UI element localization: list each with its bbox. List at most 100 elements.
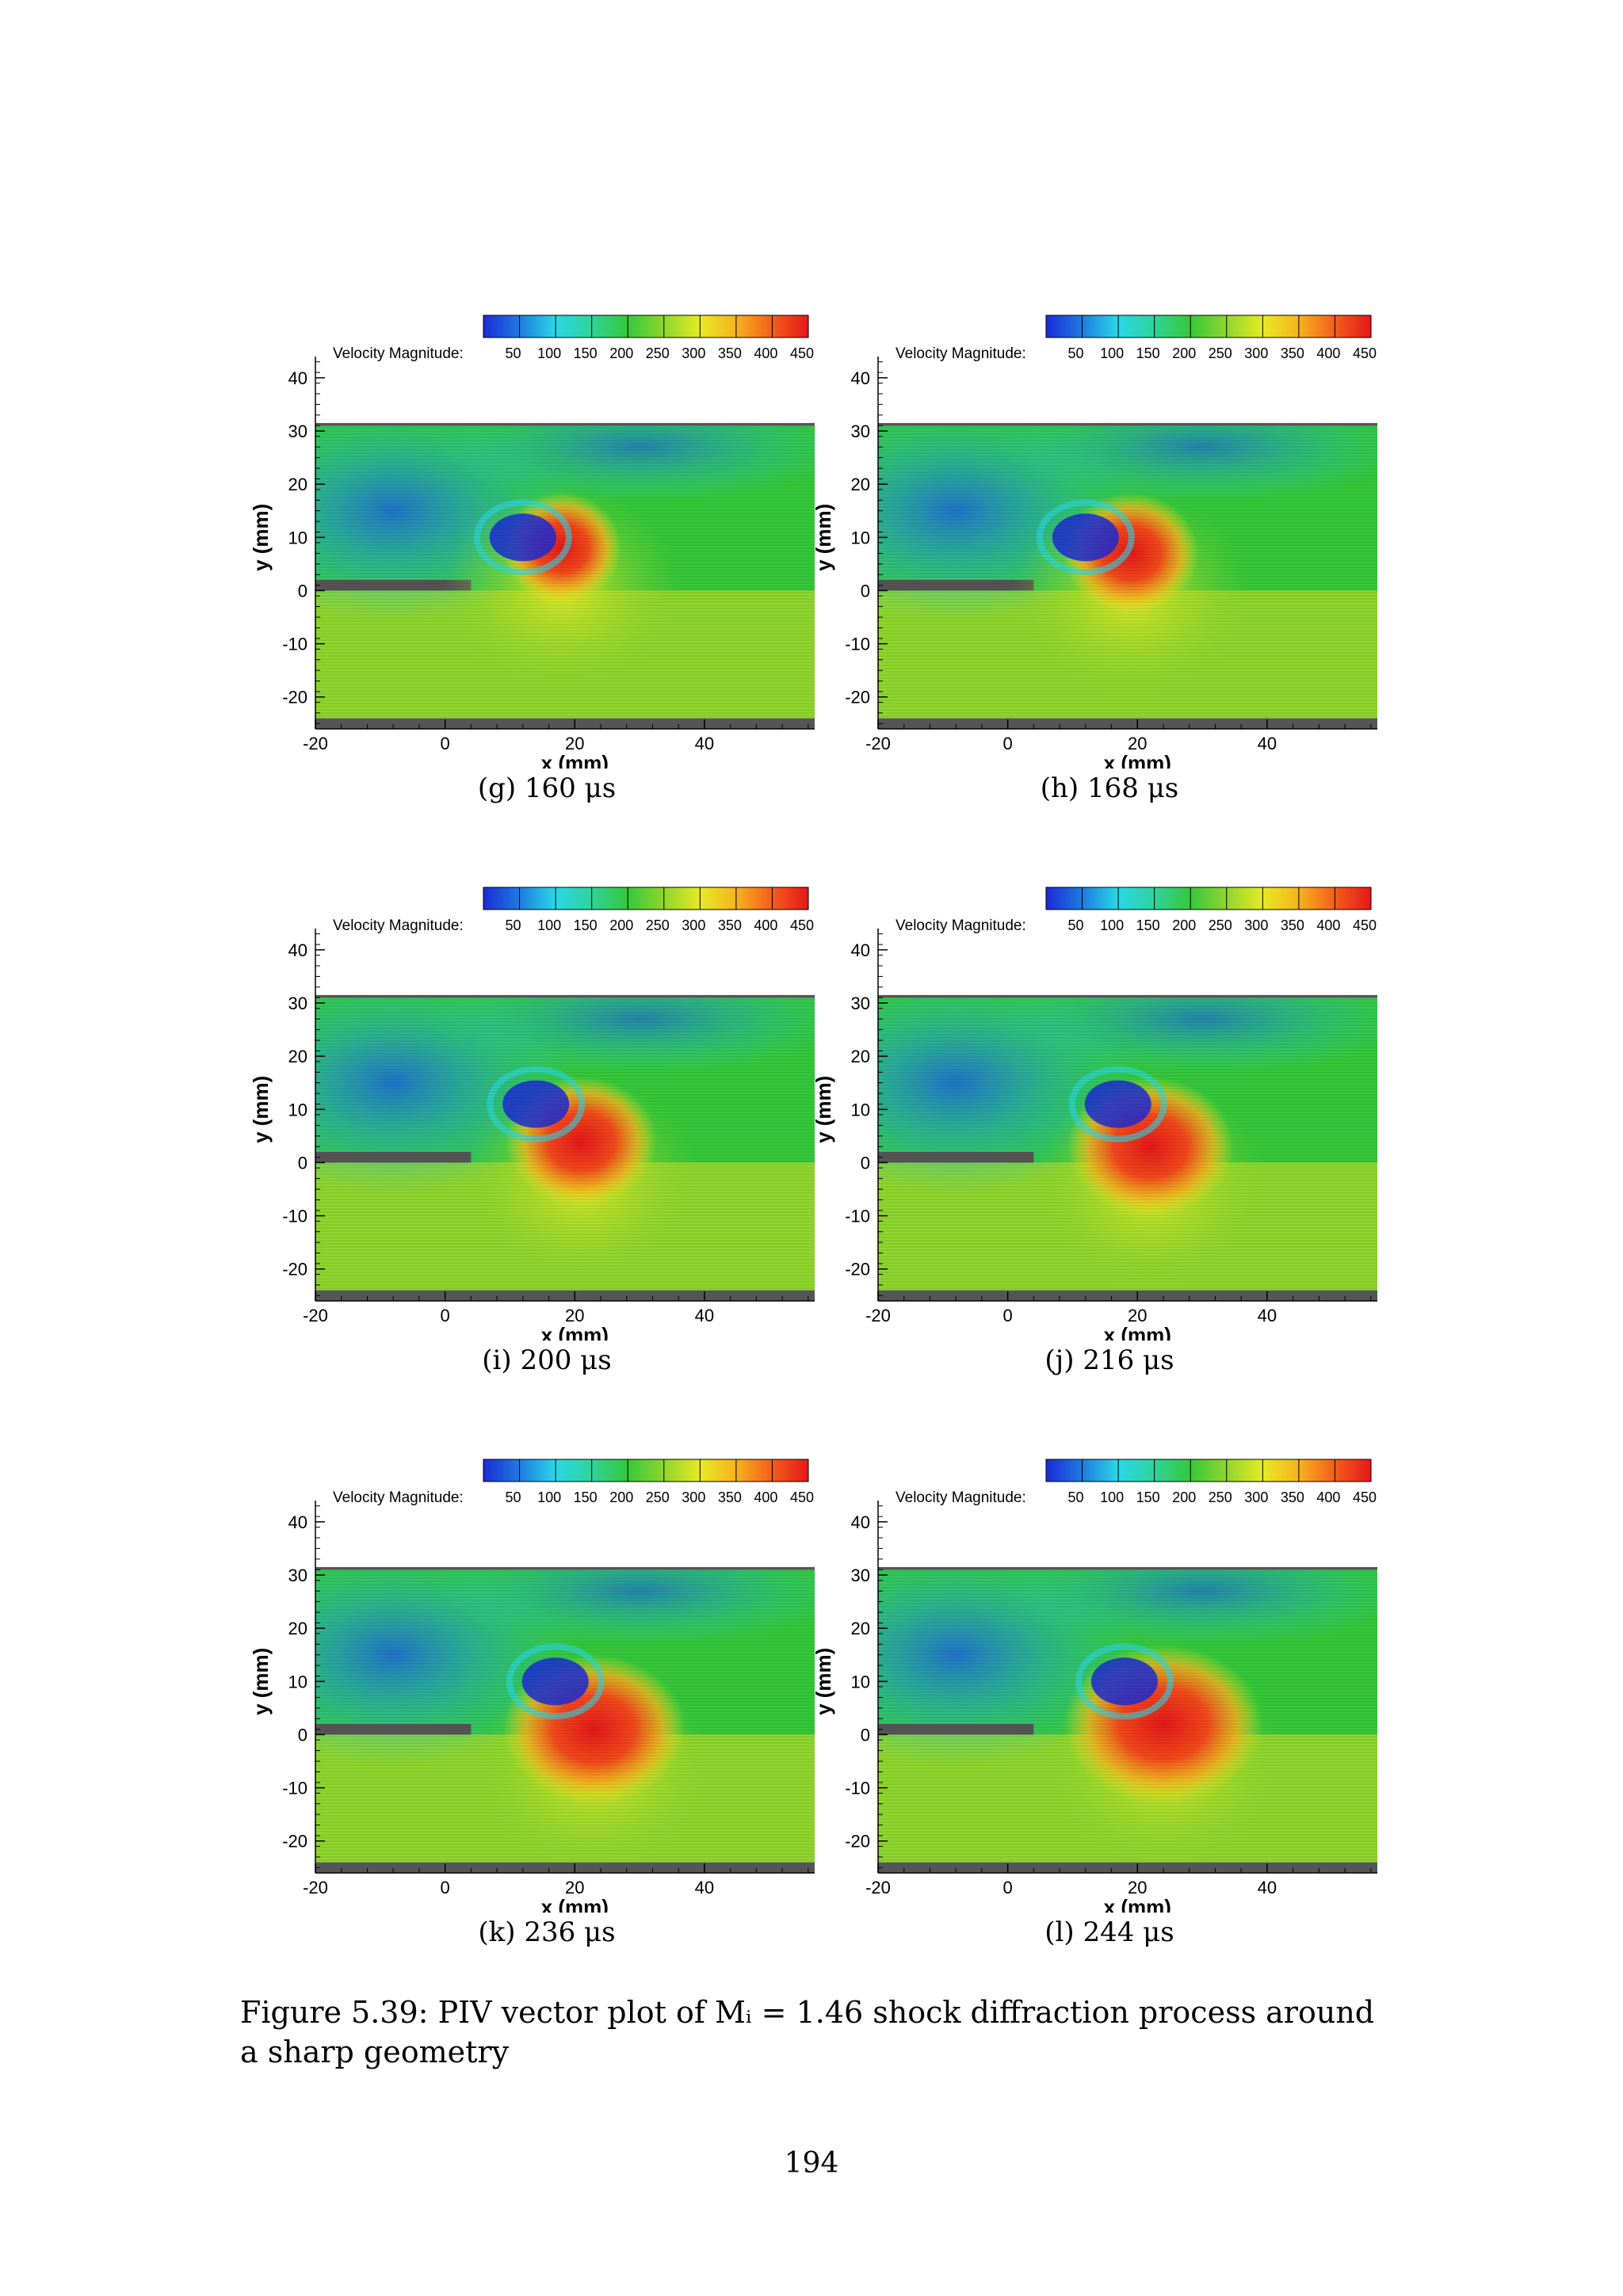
vector-hatching <box>315 997 815 1291</box>
x-tick-label: -20 <box>303 734 328 753</box>
y-tick-label: 10 <box>851 1100 870 1119</box>
colorbar-tick-label: 200 <box>1172 1489 1196 1505</box>
colorbar-tick-label: 400 <box>754 917 777 933</box>
colorbar-tick-label: 350 <box>1281 1489 1304 1505</box>
y-axis-label: y (mm) <box>812 1076 835 1143</box>
masked-region-bottom <box>878 1862 1377 1873</box>
colorbar-tick-label: 400 <box>754 1489 777 1505</box>
colorbar-tick-label: 100 <box>537 917 561 933</box>
legend-title: Velocity Magnitude: <box>333 345 464 362</box>
vector-hatching <box>315 425 815 719</box>
y-tick-label: 10 <box>851 1672 870 1691</box>
y-tick-label: 0 <box>298 1725 307 1745</box>
masked-region-bottom <box>878 1290 1377 1301</box>
y-tick-label: 40 <box>288 368 307 388</box>
colorbar-tick-label: 300 <box>682 917 705 933</box>
x-tick-label: -20 <box>865 1878 891 1897</box>
y-tick-label: 0 <box>298 581 307 601</box>
velocity-field <box>878 997 1377 1291</box>
y-tick-label: 10 <box>288 528 307 547</box>
colorbar-tick-label: 50 <box>506 917 521 933</box>
y-tick-label: 30 <box>288 1566 307 1585</box>
colorbar-tick-label: 350 <box>718 1489 742 1505</box>
y-tick-label: 10 <box>288 1672 307 1691</box>
colorbar-tick-label: 50 <box>1068 1489 1084 1505</box>
y-tick-label: 0 <box>298 1153 307 1173</box>
colorbar-tick-label: 400 <box>1316 1489 1340 1505</box>
colorbar-tick-label: 150 <box>1136 1489 1160 1505</box>
x-tick-label: -20 <box>865 1306 891 1325</box>
x-tick-label: 0 <box>441 1878 450 1897</box>
x-axis-label: x (mm) <box>541 1895 609 1913</box>
colorbar-tick-label: 250 <box>646 917 670 933</box>
colorbar-tick-label: 100 <box>537 1489 561 1505</box>
y-tick-label: 40 <box>851 940 870 960</box>
colorbar <box>1045 1459 1372 1482</box>
y-tick-label: -10 <box>845 635 870 654</box>
page-number: 194 <box>784 2147 839 2180</box>
x-tick-label: 0 <box>1003 1878 1013 1897</box>
x-tick-label: 20 <box>565 1306 584 1325</box>
colorbar-tick-label: 50 <box>506 1489 521 1505</box>
x-axis-label: x (mm) <box>1104 1895 1171 1913</box>
colorbar-tick-label: 150 <box>574 917 598 933</box>
x-tick-label: 0 <box>1003 734 1013 753</box>
colorbar-tick-label: 250 <box>646 345 670 361</box>
y-tick-label: 30 <box>851 421 870 441</box>
y-tick-label: -10 <box>282 1779 307 1798</box>
x-tick-label: -20 <box>303 1306 328 1325</box>
x-tick-label: 20 <box>1128 1878 1147 1897</box>
x-tick-label: 40 <box>1258 734 1277 753</box>
x-tick-label: 40 <box>695 1306 714 1325</box>
x-tick-label: 40 <box>695 734 714 753</box>
colorbar-tick-label: 450 <box>790 1489 814 1505</box>
y-tick-label: 20 <box>851 475 870 494</box>
colorbar <box>483 315 809 338</box>
y-axis-label: y (mm) <box>812 1648 835 1715</box>
y-tick-label: 30 <box>288 421 307 441</box>
y-tick-label: 0 <box>861 1725 870 1745</box>
piv-panel: 40 30 20 10 0 -10 -20 -20 0 20 40 x (mm) y (mm) Veloc… <box>246 1421 816 1913</box>
x-axis-label: x (mm) <box>1104 1323 1171 1341</box>
masked-region-bottom <box>878 718 1377 729</box>
colorbar-tick-label: 300 <box>682 1489 705 1505</box>
figure-caption-text: PIV vector plot of Mᵢ = 1.46 shock diffr… <box>240 1995 1375 2069</box>
masked-region-top <box>878 422 1377 429</box>
colorbar-tick-label: 250 <box>1209 345 1232 361</box>
x-tick-label: 40 <box>695 1878 714 1897</box>
colorbar-tick-label: 250 <box>1209 1489 1232 1505</box>
y-tick-label: -10 <box>845 1779 870 1798</box>
x-tick-label: 20 <box>565 734 584 753</box>
colorbar <box>483 1459 809 1482</box>
y-tick-label: 40 <box>288 940 307 960</box>
masked-region-bottom <box>315 1290 815 1301</box>
vector-hatching <box>878 1569 1377 1863</box>
legend-title: Velocity Magnitude: <box>896 917 1026 934</box>
x-tick-label: 20 <box>1128 1306 1147 1325</box>
y-tick-label: 20 <box>288 1619 307 1638</box>
piv-panel: 40 30 20 10 0 -10 -20 -20 0 20 40 x (mm) y (mm) Veloc… <box>808 1421 1379 1913</box>
y-tick-label: 0 <box>861 1153 870 1173</box>
x-tick-label: 20 <box>1128 734 1147 753</box>
colorbar-tick-label: 200 <box>1172 917 1196 933</box>
subfigure-caption: (i) 200 μs <box>482 1344 612 1376</box>
colorbar-tick-label: 250 <box>1209 917 1232 933</box>
figure-caption-label: Figure 5.39: <box>240 1995 429 2030</box>
masked-region-bottom <box>315 1862 815 1873</box>
subfigure-caption: (k) 236 μs <box>478 1917 616 1948</box>
colorbar-tick-label: 50 <box>1068 917 1084 933</box>
colorbar-tick-label: 250 <box>646 1489 670 1505</box>
y-tick-label: 10 <box>851 528 870 547</box>
x-tick-label: -20 <box>303 1878 328 1897</box>
x-axis-label: x (mm) <box>541 751 609 769</box>
colorbar <box>1045 315 1372 338</box>
legend-title: Velocity Magnitude: <box>896 1489 1026 1506</box>
colorbar-tick-label: 400 <box>754 345 777 361</box>
colorbar-tick-label: 350 <box>1281 345 1304 361</box>
y-tick-label: 20 <box>851 1619 870 1638</box>
